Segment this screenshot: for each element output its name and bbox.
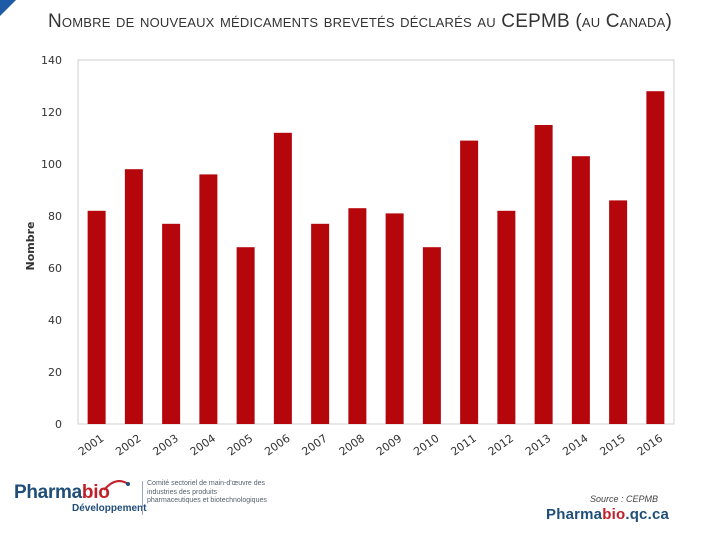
website-part2: bio xyxy=(602,506,626,523)
chart-title: Nombre de nouveaux médicaments brevetés … xyxy=(47,11,673,32)
corner-accent xyxy=(0,0,16,16)
bar-2010 xyxy=(422,247,441,424)
x-tick-label: 2005 xyxy=(225,432,255,459)
y-tick-label: 20 xyxy=(48,366,62,379)
bar-2014 xyxy=(571,156,590,424)
y-tick-label: 120 xyxy=(41,106,62,119)
x-tick-label: 2002 xyxy=(113,432,143,459)
bar-2005 xyxy=(236,247,255,424)
logo-subtitle: Développement xyxy=(72,503,147,514)
plot-area xyxy=(77,59,675,425)
y-tick-label: 100 xyxy=(41,158,62,171)
x-tick-label: 2004 xyxy=(188,432,218,459)
y-axis: 0 20 40 60 80 100 120 140 xyxy=(41,54,62,431)
logo-name-part2: bio xyxy=(81,482,110,503)
y-tick-label: 140 xyxy=(41,54,62,67)
bar-2007 xyxy=(311,223,330,424)
bar-2006 xyxy=(273,132,292,425)
x-tick-label: 2013 xyxy=(523,432,553,459)
source-note: Source : CEPMB xyxy=(590,494,659,504)
bar-2003 xyxy=(162,223,181,424)
bar-2012 xyxy=(497,210,516,424)
bar-2016 xyxy=(646,91,665,424)
bar-2002 xyxy=(124,169,143,424)
x-tick-label: 2010 xyxy=(411,432,441,459)
x-axis: 2001 2002 2003 2004 2005 2006 2007 2008 2009 2010… xyxy=(76,432,665,459)
y-tick-label: 80 xyxy=(48,210,62,223)
x-tick-label: 2009 xyxy=(374,432,404,459)
bar-2013 xyxy=(534,125,553,424)
x-tick-label: 2001 xyxy=(76,432,106,459)
x-tick-label: 2011 xyxy=(448,432,478,459)
x-tick-label: 2012 xyxy=(486,432,516,459)
pharmabio-logo: Pharmabio Développement Comité sectoriel… xyxy=(14,478,267,518)
y-tick-label: 60 xyxy=(48,262,62,275)
x-tick-label: 2014 xyxy=(560,432,590,459)
x-tick-label: 2008 xyxy=(337,432,367,459)
y-tick-label: 0 xyxy=(55,418,62,431)
bar-2008 xyxy=(348,208,367,424)
x-tick-label: 2003 xyxy=(150,432,180,459)
x-tick-label: 2007 xyxy=(299,432,329,459)
website-part1: Pharma xyxy=(546,506,603,523)
website-link[interactable]: Pharmabio.qc.ca xyxy=(546,506,669,523)
x-tick-label: 2016 xyxy=(635,432,665,459)
bar-series xyxy=(87,91,665,425)
logo-description: Comité sectoriel de main-d'œuvre des ind… xyxy=(147,480,267,505)
y-tick-label: 40 xyxy=(48,314,62,327)
bar-2015 xyxy=(609,200,628,424)
logo-divider xyxy=(142,481,143,515)
logo-name-part1: Pharma xyxy=(14,482,82,503)
logo-wordmark: Pharmabio xyxy=(14,482,110,504)
y-axis-label: Nombre xyxy=(24,222,37,271)
bar-2011 xyxy=(460,140,479,424)
logo-swoosh-icon xyxy=(103,480,130,491)
website-part3: .qc.ca xyxy=(625,506,670,523)
x-tick-label: 2015 xyxy=(597,432,627,459)
bar-2001 xyxy=(87,210,106,424)
bar-2004 xyxy=(199,174,218,424)
bar-2009 xyxy=(385,213,404,424)
x-tick-label: 2006 xyxy=(262,432,292,459)
